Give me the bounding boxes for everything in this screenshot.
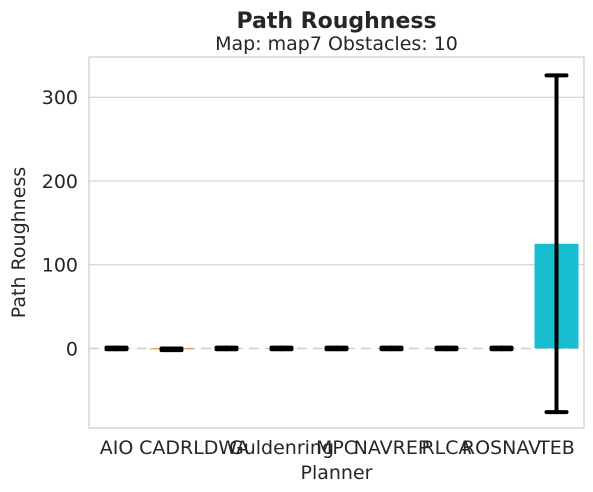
y-tick-labels: 0 100 200 300 (42, 87, 78, 360)
y-tick-label: 200 (42, 171, 78, 193)
chart-title: Path Roughness (236, 9, 436, 34)
error-bar-teb (544, 73, 569, 415)
y-tick-label: 300 (42, 87, 78, 109)
y-tick-label: 100 (42, 255, 78, 277)
error-bar-navrep (379, 345, 404, 352)
y-axis-label: Path Roughness (8, 167, 30, 318)
x-tick-label: DWA (204, 437, 249, 459)
x-tick-label: ROSNAV (462, 437, 541, 459)
error-bar-rlca (434, 345, 459, 352)
error-bar-cadrl (159, 346, 184, 353)
error-bar-dwa (214, 345, 239, 352)
bars (94, 243, 579, 350)
x-axis-label: Planner (301, 462, 373, 484)
x-tick-label: AIO (100, 437, 134, 459)
error-bars (104, 73, 569, 415)
x-tick-label: Guldenring (229, 437, 334, 459)
chart-subtitle: Map: map7 Obstacles: 10 (215, 33, 458, 55)
y-tick-label: 0 (66, 338, 78, 360)
error-bar-guldenring (269, 345, 294, 352)
error-bar-aio (104, 345, 129, 352)
x-tick-label: NAVREP (354, 437, 430, 459)
error-bar-mpc (324, 345, 349, 352)
x-tick-label: MPC (316, 437, 357, 459)
y-gridlines (89, 96, 584, 266)
x-tick-label: RLCA (421, 437, 471, 459)
x-tick-labels: AIO CADRL DWAGuldenringMPCNAVREPRLCAROSNAV… (100, 437, 575, 459)
plot-frame (88, 56, 585, 429)
x-tick-label: CADRL (139, 437, 204, 459)
error-bar-rosnav (489, 345, 514, 352)
x-tick-label: TEB (537, 437, 575, 459)
